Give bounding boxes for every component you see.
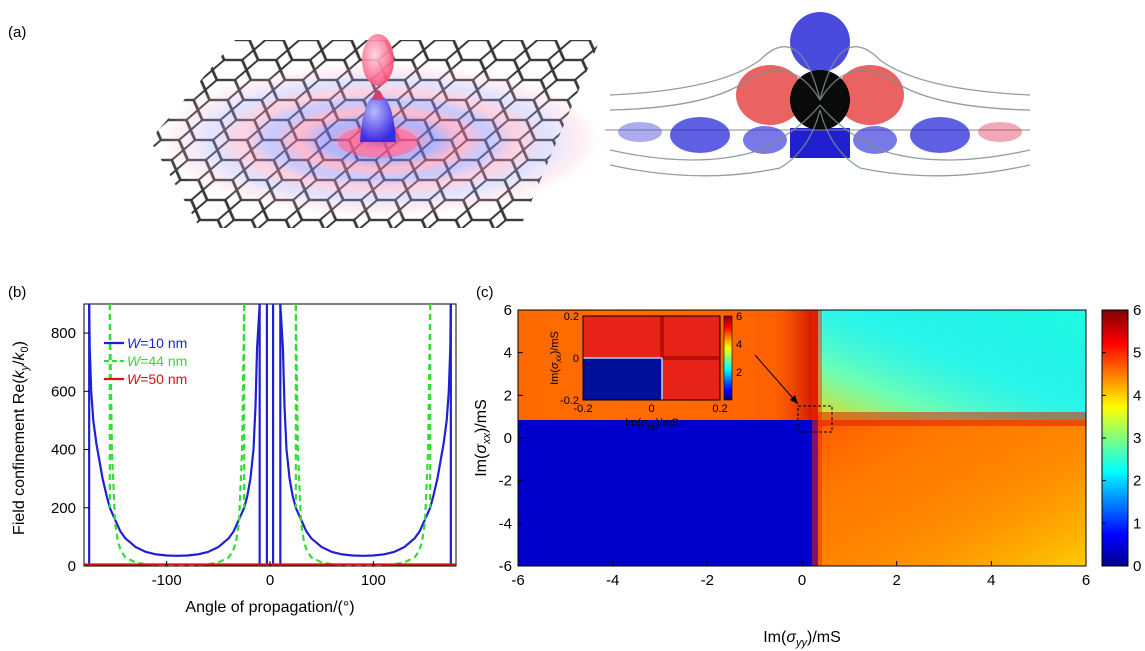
inset-x-tick-label-0: -0.2 [574,403,593,415]
inset-colorbar-tick-label-2: 6 [736,311,742,323]
y-tick-label-b-1: 200 [51,500,76,517]
y-tick-label-c-6: 6 [504,302,512,319]
chart-b: -100 0 100 0 200 400 600 800 W=10 nm W=44 nm W=50… [11,303,457,616]
x-axis-label-c: Im(σyy)/mS [763,629,841,649]
plot-frame-b [83,303,457,567]
inset-x-tick-label-2: 0.2 [712,403,727,415]
y-tick-label-b-4: 800 [51,325,76,342]
colorbar-tick-label-6: 6 [1133,302,1141,319]
inset-colorbar-tick-label-1: 4 [736,339,742,351]
series-line-1-1 [294,304,432,566]
x-tick-label-c-2: -2 [701,572,714,589]
x-tick-label-b-0: -100 [152,572,182,589]
lower-right-gradient [818,420,1086,566]
inset-y-axis-label: Im(σxx)/mS [549,331,563,385]
inset-c: -0.2 0 0.2 -0.2 0 0.2 2 4 6 Im(σyy)/mS Im(σxx)/m… [549,311,742,431]
legend-label-1: W=44 nm [127,353,187,369]
x-axis-label-b: Angle of propagation/(°) [185,599,354,616]
y-tick-label-c-0: -6 [499,558,512,575]
x-tick-label-b-1: 0 [266,572,274,589]
y-tick-label-b-3: 600 [51,383,76,400]
y-tick-label-c-4: 2 [504,387,512,404]
panel-label-a: (a) [8,24,27,41]
quadrant-lower-left [518,420,818,566]
colorbar-tick-label-2: 2 [1133,473,1141,490]
series-line-0-0 [88,304,261,557]
panel-label-b: (b) [8,284,27,301]
colorbar-tick-label-5: 5 [1133,345,1141,362]
legend-b: W=10 nm W=44 nm W=50 nm [104,335,187,387]
heatmap-c [518,310,1086,566]
x-tick-label-c-5: 4 [987,572,995,589]
colorbar-tick-label-0: 0 [1133,558,1141,575]
x-tick-label-c-4: 2 [892,572,900,589]
y-tick-label-b-0: 0 [68,558,76,575]
y-tick-label-c-5: 4 [504,345,512,362]
inset-y-tick-label-2: 0.2 [564,311,579,323]
inset-ridge-vertical [660,316,664,358]
y-axis-label-c: Im(σxx)/mS [473,399,493,477]
x-tick-label-c-0: -6 [511,572,524,589]
legend-label-2: W=50 nm [127,371,187,387]
chart-c: -6 -4 -2 0 2 4 6 -6 -4 -2 0 2 4 6 Im(σyy)/mS Im(σxx)/… [473,302,1141,649]
colorbar-tick-label-4: 4 [1133,387,1141,404]
x-tick-label-c-6: 6 [1082,572,1090,589]
y-tick-label-c-1: -4 [499,515,512,532]
y-tick-label-c-2: -2 [499,473,512,490]
inset-x-tick-label-1: 0 [648,403,654,415]
x-tick-label-c-3: 0 [798,572,806,589]
zoom-arrow-head [790,395,798,404]
series-line-1-0 [108,304,246,566]
y-axis-label-b: Field confinement Re(ky/k0) [11,341,31,535]
inset-colorbar [723,315,733,401]
y-tick-label-c-3: 0 [504,430,512,447]
x-tick-label-c-1: -4 [606,572,619,589]
colorbar-tick-label-3: 3 [1133,430,1141,447]
inset-ridge-horizontal [662,356,720,360]
inset-colorbar-tick-label-0: 2 [736,367,742,379]
inset-y-tick-label-0: -0.2 [560,395,579,407]
colorbar-tick-label-1: 1 [1133,515,1141,532]
upper-right-gradient [818,310,1086,420]
inset-y-tick-label-1: 0 [573,353,579,365]
inset-frame [582,315,721,401]
dipole-field-lines-illustration [605,12,1031,177]
inset-x-axis-label: Im(σyy)/mS [625,417,679,431]
inset-quadrant-lower-left [583,358,662,400]
vertical-ridge [812,310,822,566]
zoom-arrow [754,354,799,405]
panel-label-c: (c) [476,284,494,301]
x-tick-label-b-2: 100 [361,572,386,589]
zoom-region-box [797,405,833,433]
y-tick-label-b-2: 400 [51,442,76,459]
legend-label-0: W=10 nm [127,335,187,351]
horizontal-ridge [818,412,1086,426]
graphene-plasmon-illustration [150,34,610,228]
series-line-0-1 [279,304,452,557]
